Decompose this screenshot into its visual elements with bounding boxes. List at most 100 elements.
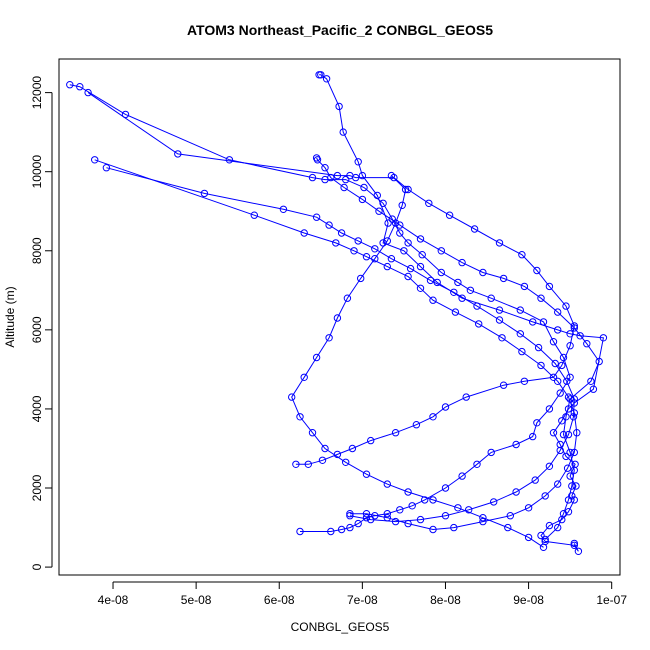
data-point [333, 171, 342, 180]
data-point [512, 440, 520, 449]
data-point [554, 377, 562, 385]
data-point [288, 393, 296, 401]
data-point [570, 324, 578, 332]
data-point [566, 342, 574, 350]
data-point [300, 229, 308, 237]
data-point [570, 541, 578, 549]
data-point [322, 75, 331, 83]
data-point [342, 175, 350, 184]
data-point [383, 262, 391, 271]
data-point [568, 482, 576, 490]
data-point [371, 255, 379, 263]
data-point [387, 171, 396, 180]
data-point [539, 543, 548, 551]
data-point [569, 413, 578, 421]
data-point [541, 535, 549, 544]
data-point [200, 189, 209, 198]
data-point [556, 446, 564, 455]
data-point [545, 521, 554, 530]
data-point [250, 211, 259, 219]
data-point [312, 353, 321, 362]
data-point [66, 81, 74, 89]
data-point [545, 462, 554, 470]
data-point [391, 517, 400, 526]
data-point [325, 334, 333, 342]
data-point [529, 318, 537, 326]
data-point [404, 239, 412, 247]
data-point [495, 239, 504, 247]
data-point [84, 88, 92, 97]
data-point [308, 429, 317, 437]
data-point [425, 199, 433, 208]
data-point [573, 429, 581, 437]
data-point [570, 448, 578, 457]
data-point [576, 332, 584, 340]
data-point [473, 460, 481, 468]
data-point [531, 476, 539, 484]
data-point [539, 318, 548, 326]
data-point [589, 385, 598, 393]
data-point [398, 201, 406, 210]
data-point [348, 444, 357, 453]
data-point [595, 357, 603, 366]
data-point [437, 247, 445, 255]
data-point [506, 512, 514, 520]
data-point [537, 294, 545, 302]
x-axis-label: CONBGL_GEOS5 [291, 620, 390, 634]
data-point [426, 276, 435, 285]
data-point [375, 207, 383, 215]
data-point [300, 373, 308, 381]
data-point [441, 484, 450, 492]
data-point [391, 429, 400, 437]
data-point [346, 510, 354, 518]
y-tick-label: 2000 [30, 474, 44, 501]
series-1 [315, 71, 608, 555]
data-point [559, 510, 568, 518]
data-point [537, 361, 545, 370]
series-line [316, 157, 600, 540]
data-point [562, 452, 570, 461]
y-axis-label: Altitude (m) [3, 286, 17, 347]
data-point [504, 523, 512, 532]
data-point [346, 523, 354, 532]
data-point [332, 239, 340, 247]
data-point [572, 482, 580, 490]
data-point [465, 506, 473, 514]
series-3 [84, 88, 578, 468]
data-point [533, 266, 541, 275]
data-point [343, 294, 352, 302]
data-point [296, 413, 304, 421]
data-point [354, 158, 362, 166]
y-tick-label: 6000 [30, 316, 44, 343]
data-point [337, 229, 346, 237]
series-line [87, 92, 575, 465]
data-point [437, 268, 445, 277]
data-point [421, 496, 429, 504]
x-tick-label: 4e-08 [98, 593, 129, 607]
data-point [495, 316, 504, 324]
data-point [475, 320, 483, 328]
data-point [466, 286, 475, 294]
data-point [458, 472, 466, 480]
data-point [558, 361, 566, 370]
data-point [327, 173, 335, 182]
data-point [321, 164, 329, 172]
data-point [450, 523, 458, 532]
data-point [412, 421, 421, 429]
data-point [570, 466, 578, 474]
data-point [401, 185, 410, 194]
data-point [362, 514, 371, 522]
data-point [570, 322, 578, 330]
data-point [554, 308, 562, 316]
data-point [400, 247, 408, 255]
data-point [533, 419, 541, 427]
data-point [563, 464, 572, 472]
data-point [416, 515, 425, 524]
data-point [362, 510, 371, 518]
data-point [479, 514, 487, 522]
data-point [321, 444, 329, 453]
data-point [498, 334, 506, 342]
data-point [487, 448, 495, 457]
data-point [599, 334, 608, 342]
data-point [587, 377, 595, 385]
